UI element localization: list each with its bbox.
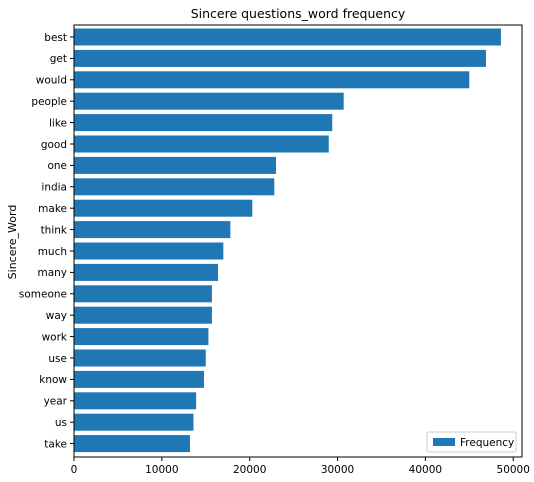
bar-many <box>74 263 219 281</box>
bar-use <box>74 349 206 367</box>
bar-one <box>74 156 277 174</box>
legend-label: Frequency <box>460 437 514 449</box>
y-tick-label: year <box>44 396 68 408</box>
bar-much <box>74 242 224 260</box>
bar-work <box>74 328 209 346</box>
x-tick-label: 30000 <box>321 464 354 476</box>
bars-group <box>74 28 501 453</box>
legend: Frequency <box>426 431 517 453</box>
y-tick-label: good <box>41 139 67 151</box>
y-tick-label: much <box>38 246 67 258</box>
bar-best <box>74 28 501 46</box>
bar-get <box>74 49 486 67</box>
plot-frame <box>73 24 523 458</box>
y-tick-label: many <box>37 267 67 279</box>
y-tick-label: like <box>49 117 67 129</box>
bar-good <box>74 135 329 153</box>
y-tick-label: get <box>50 53 67 65</box>
y-tick-label: think <box>41 224 68 236</box>
x-axis-ticks: 0 10000 20000 30000 40000 50000 <box>71 457 530 476</box>
y-tick-label: us <box>55 417 67 429</box>
y-tick-label: use <box>48 353 67 365</box>
y-tick-label: india <box>41 182 67 194</box>
bar-someone <box>74 285 212 303</box>
bar-would <box>74 71 470 89</box>
bar-make <box>74 199 253 217</box>
y-tick-label: people <box>31 96 67 108</box>
bar-like <box>74 114 333 132</box>
y-tick-label: know <box>39 374 67 386</box>
x-tick-label: 40000 <box>409 464 442 476</box>
y-axis-label: Sincere_Word <box>6 205 19 280</box>
x-tick-label: 50000 <box>497 464 530 476</box>
bar-us <box>74 413 194 431</box>
bar-know <box>74 370 205 388</box>
y-tick-label: best <box>44 32 67 44</box>
y-tick-label: would <box>36 75 67 87</box>
y-tick-label: make <box>38 203 67 215</box>
y-tick-label: one <box>47 160 67 172</box>
chart-title: Sincere questions_word frequency <box>191 6 406 21</box>
y-tick-label: way <box>46 310 67 322</box>
bar-people <box>74 92 344 110</box>
legend-swatch <box>433 438 455 446</box>
bar-take <box>74 435 190 453</box>
bar-way <box>74 306 212 324</box>
x-tick-label: 10000 <box>145 464 178 476</box>
y-tick-label: take <box>44 438 67 450</box>
y-tick-label: work <box>42 331 68 343</box>
y-tick-label: someone <box>19 289 67 301</box>
y-tick-labels: best get would people like good one india make th… <box>19 32 74 450</box>
bar-india <box>74 178 275 196</box>
x-tick-label: 0 <box>71 464 78 476</box>
legend-box <box>426 431 517 453</box>
x-tick-label: 20000 <box>233 464 266 476</box>
bar-year <box>74 392 197 410</box>
bar-think <box>74 221 231 239</box>
